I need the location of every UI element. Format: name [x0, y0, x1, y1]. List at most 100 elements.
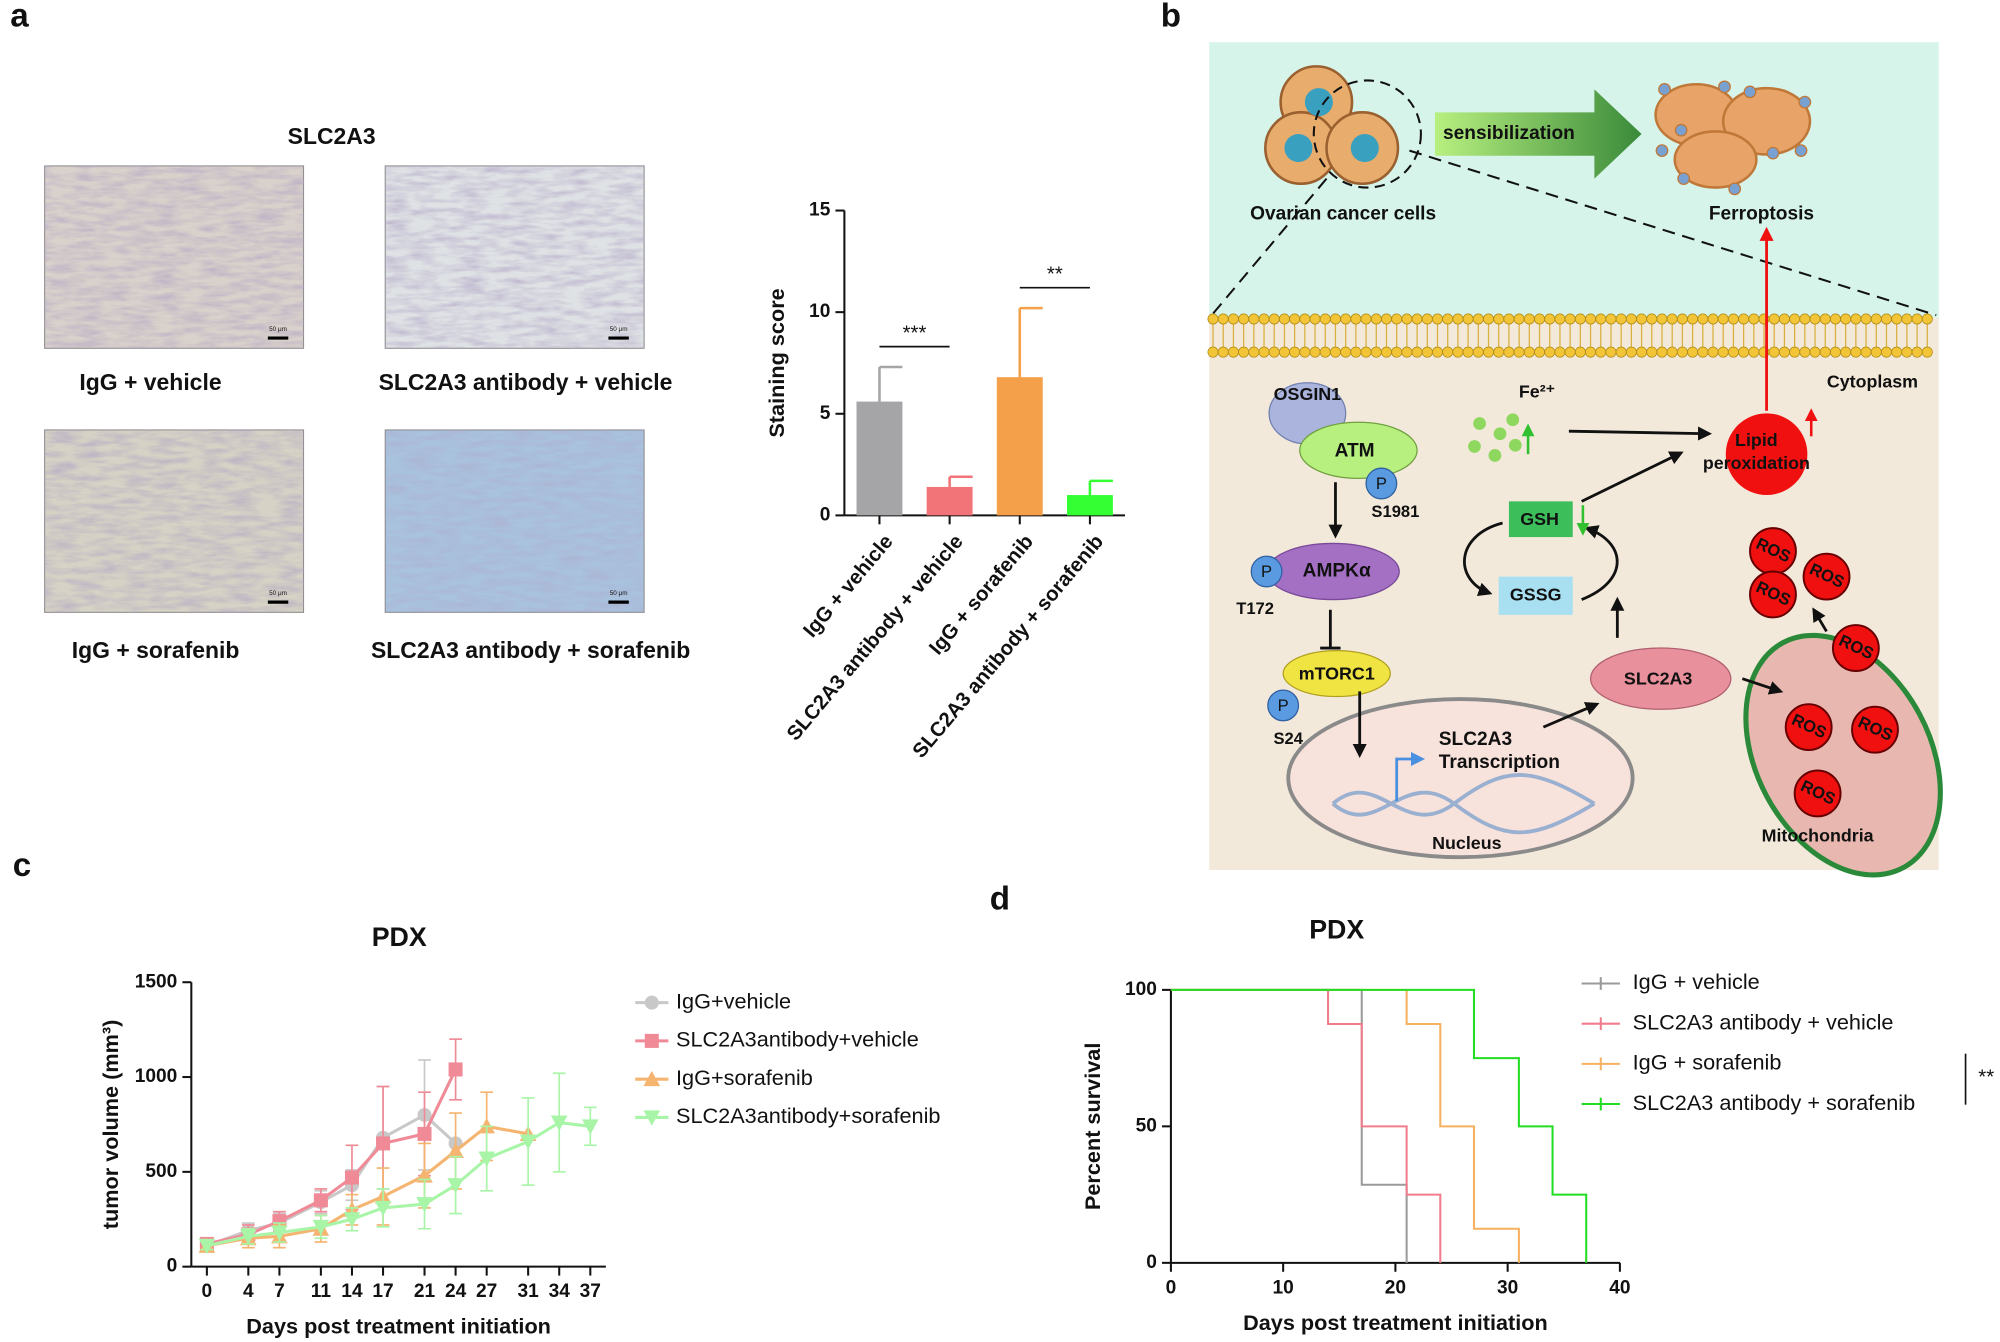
lipid-head [1442, 313, 1454, 325]
lipid-head [1676, 313, 1688, 325]
x-tick-label: 0 [1166, 1277, 1177, 1298]
y-tick-label: 10 [809, 301, 830, 322]
marker [550, 1115, 568, 1131]
lipid-head [1248, 346, 1260, 358]
protein-label: GSSG [1510, 584, 1562, 604]
lipid-head [1921, 313, 1933, 325]
death-label: Ferroptosis [1709, 203, 1814, 224]
phospho-label: P [1278, 696, 1289, 715]
lipid-head [1901, 313, 1913, 325]
lipid-head [1534, 313, 1546, 325]
gsh [1508, 501, 1573, 538]
x-tick-label: 4 [243, 1281, 254, 1302]
x-tick-label: 10 [1273, 1277, 1294, 1298]
protein-label: AMPKα [1303, 561, 1371, 582]
lipid-head [1819, 346, 1831, 358]
lipid-head [1523, 313, 1535, 325]
y-tick-label: 0 [167, 1256, 178, 1277]
lipid-head [1646, 313, 1658, 325]
lipid-head [1340, 313, 1352, 325]
droplet [1743, 85, 1757, 99]
y-axis-title: Staining score [764, 288, 789, 437]
micrograph-texture [44, 165, 304, 349]
iron-label: Fe²⁺ [1519, 382, 1555, 402]
ros [1831, 624, 1880, 672]
lipid-head [1401, 313, 1413, 325]
zoom-line [1210, 177, 1328, 316]
lipid-head [1564, 313, 1576, 325]
lipid-head [1809, 346, 1821, 358]
marker [644, 995, 659, 1010]
marker [448, 1062, 463, 1077]
lipid-head [1676, 346, 1688, 358]
lipid-head [1391, 346, 1403, 358]
lipid-head [1748, 313, 1760, 325]
lipid-head [1738, 346, 1750, 358]
lipid-peroxidation [1725, 413, 1808, 495]
lipid-head [1860, 346, 1872, 358]
lipid-head [1860, 313, 1872, 325]
panel-label: d [990, 880, 1010, 917]
transcription-label: SLC2A3 [1439, 729, 1512, 750]
x-tick-label: 40 [1609, 1277, 1630, 1298]
droplet [1674, 123, 1688, 137]
lipid-head [1217, 313, 1229, 325]
cells-label: Ovarian cancer cells [1250, 203, 1436, 224]
lipid-head [1278, 346, 1290, 358]
x-tick-label: 17 [372, 1281, 393, 1302]
marker [417, 1126, 432, 1141]
mechanism-diagram: sensibilization Ovarian cancer cells Fer… [1207, 42, 1943, 878]
lipid-head [1911, 313, 1923, 325]
arrow [1741, 677, 1784, 695]
marker [313, 1193, 328, 1208]
protein-label: GSH [1520, 509, 1559, 529]
lipid-head [1697, 313, 1709, 325]
arrow-label: sensibilization [1443, 123, 1575, 144]
bar [856, 401, 903, 516]
x-tick-label: 27 [476, 1281, 497, 1302]
lipid-head [1605, 346, 1617, 358]
chart-title: PDX [1309, 914, 1364, 944]
lipid-head [1717, 313, 1729, 325]
lipid-head [1799, 346, 1811, 358]
lipid-head [1289, 346, 1301, 358]
lipid-head [1452, 313, 1464, 325]
legend-label: SLC2A3 antibody + sorafenib [1633, 1090, 1916, 1115]
x-tick-label: 31 [518, 1281, 540, 1302]
lipid-head [1891, 313, 1903, 325]
lipid-head [1625, 313, 1637, 325]
lipid-head [1911, 346, 1923, 358]
ros [1851, 705, 1899, 754]
zoom-line [1409, 149, 1937, 317]
lipid-head [1248, 313, 1260, 325]
cycle-arrow [1581, 525, 1619, 601]
lipid-head [1778, 346, 1790, 358]
micrograph-caption: SLC2A3 antibody + sorafenib [371, 637, 690, 663]
x-tick-label: 7 [274, 1281, 285, 1302]
lipid-head [1421, 346, 1433, 358]
lipid-head [1707, 346, 1719, 358]
x-tick-label: 14 [341, 1281, 363, 1302]
nucleus-label: Nucleus [1432, 833, 1501, 853]
lipid-head [1391, 313, 1403, 325]
bar [926, 486, 973, 516]
x-tick-label: 0 [202, 1281, 213, 1302]
lipid-head [1258, 346, 1270, 358]
droplet [1655, 144, 1669, 157]
cancer-cells [1264, 65, 1422, 189]
lipid-head [1452, 346, 1464, 358]
lipid-head [1768, 346, 1780, 358]
zoom-circle [1312, 79, 1422, 189]
lipid-head [1615, 313, 1627, 325]
lipid-head [1564, 346, 1576, 358]
lipid-head [1646, 346, 1658, 358]
lipid-head [1554, 313, 1566, 325]
protein-label: OSGIN1 [1274, 384, 1342, 404]
slc2a3 [1589, 647, 1732, 710]
lipid-head [1870, 346, 1882, 358]
lipid-head [1309, 346, 1321, 358]
micrograph-texture [44, 429, 304, 613]
y-tick-label: 500 [145, 1161, 177, 1182]
x-tick-label: 20 [1385, 1277, 1406, 1298]
